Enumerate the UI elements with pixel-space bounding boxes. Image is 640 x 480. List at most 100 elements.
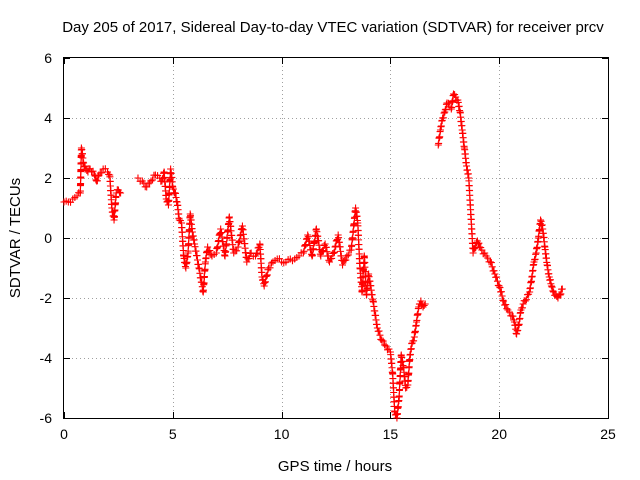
data-point: [117, 189, 125, 197]
data-point: [421, 300, 429, 308]
data-point: [330, 248, 338, 256]
data-point: [92, 176, 100, 184]
data-point: [500, 297, 508, 305]
data-point: [301, 242, 309, 250]
data-point: [339, 261, 347, 269]
data-point: [373, 324, 381, 332]
data-point: [549, 287, 557, 295]
data-point: [261, 279, 269, 287]
data-point: [478, 246, 486, 254]
data-point: [266, 264, 274, 272]
data-point: [322, 243, 330, 251]
y-axis-label: SDTVAR / TECUs: [7, 178, 24, 298]
data-point: [143, 183, 151, 191]
data-point: [382, 342, 390, 350]
data-point: [385, 345, 393, 353]
data-point: [481, 249, 489, 257]
y-tick-label: 0: [44, 230, 52, 246]
data-point: [343, 252, 351, 260]
data-point: [522, 296, 530, 304]
data-point: [170, 185, 178, 193]
data-point: [490, 267, 498, 275]
data-point: [93, 177, 101, 185]
data-point: [148, 176, 156, 184]
x-tick-label: 5: [169, 426, 177, 442]
data-point: [496, 284, 504, 292]
x-tick-label: 0: [60, 426, 68, 442]
data-point: [521, 297, 529, 305]
data-point: [548, 283, 556, 291]
data-point: [439, 114, 447, 122]
chart-title: Day 205 of 2017, Sidereal Day-to-day VTE…: [62, 19, 604, 36]
data-point: [417, 297, 425, 305]
data-point: [245, 254, 253, 262]
y-tick-label: 4: [44, 110, 52, 126]
data-point: [378, 336, 386, 344]
data-point: [253, 249, 261, 257]
data-point: [321, 240, 329, 248]
data-point: [502, 301, 510, 309]
data-point: [263, 271, 271, 279]
data-point: [342, 256, 350, 264]
data-point: [243, 258, 251, 266]
data-point: [323, 248, 331, 256]
data-point: [115, 188, 123, 196]
data-point: [302, 241, 310, 249]
data-point: [379, 337, 387, 345]
data-point: [344, 251, 352, 259]
data-point: [558, 285, 566, 293]
data-point: [299, 249, 307, 257]
data-point: [98, 169, 106, 177]
data-point: [495, 282, 503, 290]
data-point: [475, 239, 483, 247]
data-point: [493, 273, 501, 281]
data-point: [376, 331, 384, 339]
y-tick-label: 6: [44, 50, 52, 66]
data-point: [410, 337, 418, 345]
data-point: [262, 272, 270, 280]
data-point: [300, 247, 308, 255]
y-tick-label: 2: [44, 170, 52, 186]
data-point: [491, 270, 499, 278]
data-point: [325, 258, 333, 266]
x-axis-label: GPS time / hours: [278, 458, 392, 475]
data-point: [332, 242, 340, 250]
data-point: [505, 308, 513, 316]
data-point: [206, 247, 214, 255]
data-point: [330, 249, 338, 257]
plot-frame: [63, 57, 609, 419]
data-point: [317, 252, 325, 260]
x-tick-label: 20: [491, 426, 507, 442]
data-point: [89, 167, 97, 175]
data-point: [261, 278, 269, 286]
data-point: [469, 249, 477, 257]
y-tick-label: -4: [40, 350, 53, 366]
x-tick-label: 15: [383, 426, 399, 442]
data-point: [487, 259, 495, 267]
data-point: [420, 302, 428, 309]
data-point: [73, 192, 81, 200]
data-point: [204, 243, 212, 251]
x-tick-label: 10: [274, 426, 290, 442]
data-point: [471, 244, 479, 252]
data-point: [556, 291, 564, 299]
data-point: [260, 282, 268, 290]
data-point: [499, 296, 507, 304]
data-point: [263, 272, 271, 280]
data-point: [493, 277, 501, 285]
data-point: [375, 327, 383, 335]
axis-ticks: 0 5 10 15 20 25 -6 -4 -2 0 2 4 6: [40, 50, 616, 442]
data-point: [488, 263, 496, 271]
y-tick-label: -6: [40, 410, 53, 426]
data-point: [470, 245, 478, 253]
data-point: [486, 258, 494, 266]
x-tick-label: 25: [600, 426, 616, 442]
data-point: [498, 292, 506, 300]
data-point: [497, 288, 505, 296]
y-tick-label: -2: [40, 290, 53, 306]
data-points: [60, 90, 566, 422]
data-point: [557, 290, 565, 298]
data-point: [474, 240, 482, 248]
data-point: [509, 312, 517, 320]
